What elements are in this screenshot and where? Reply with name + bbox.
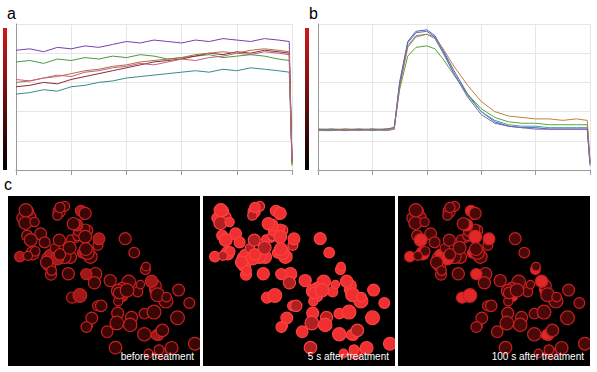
svg-text:a: a — [7, 5, 16, 22]
html-text:5 s after treatment: 5 s after treatment — [307, 351, 389, 362]
html-text:100 s after treatment: 100 s after treatment — [491, 351, 584, 362]
html-text:c: c — [4, 176, 12, 193]
html-text:before treatment: before treatment — [120, 351, 194, 362]
svg-text:b: b — [309, 5, 318, 22]
